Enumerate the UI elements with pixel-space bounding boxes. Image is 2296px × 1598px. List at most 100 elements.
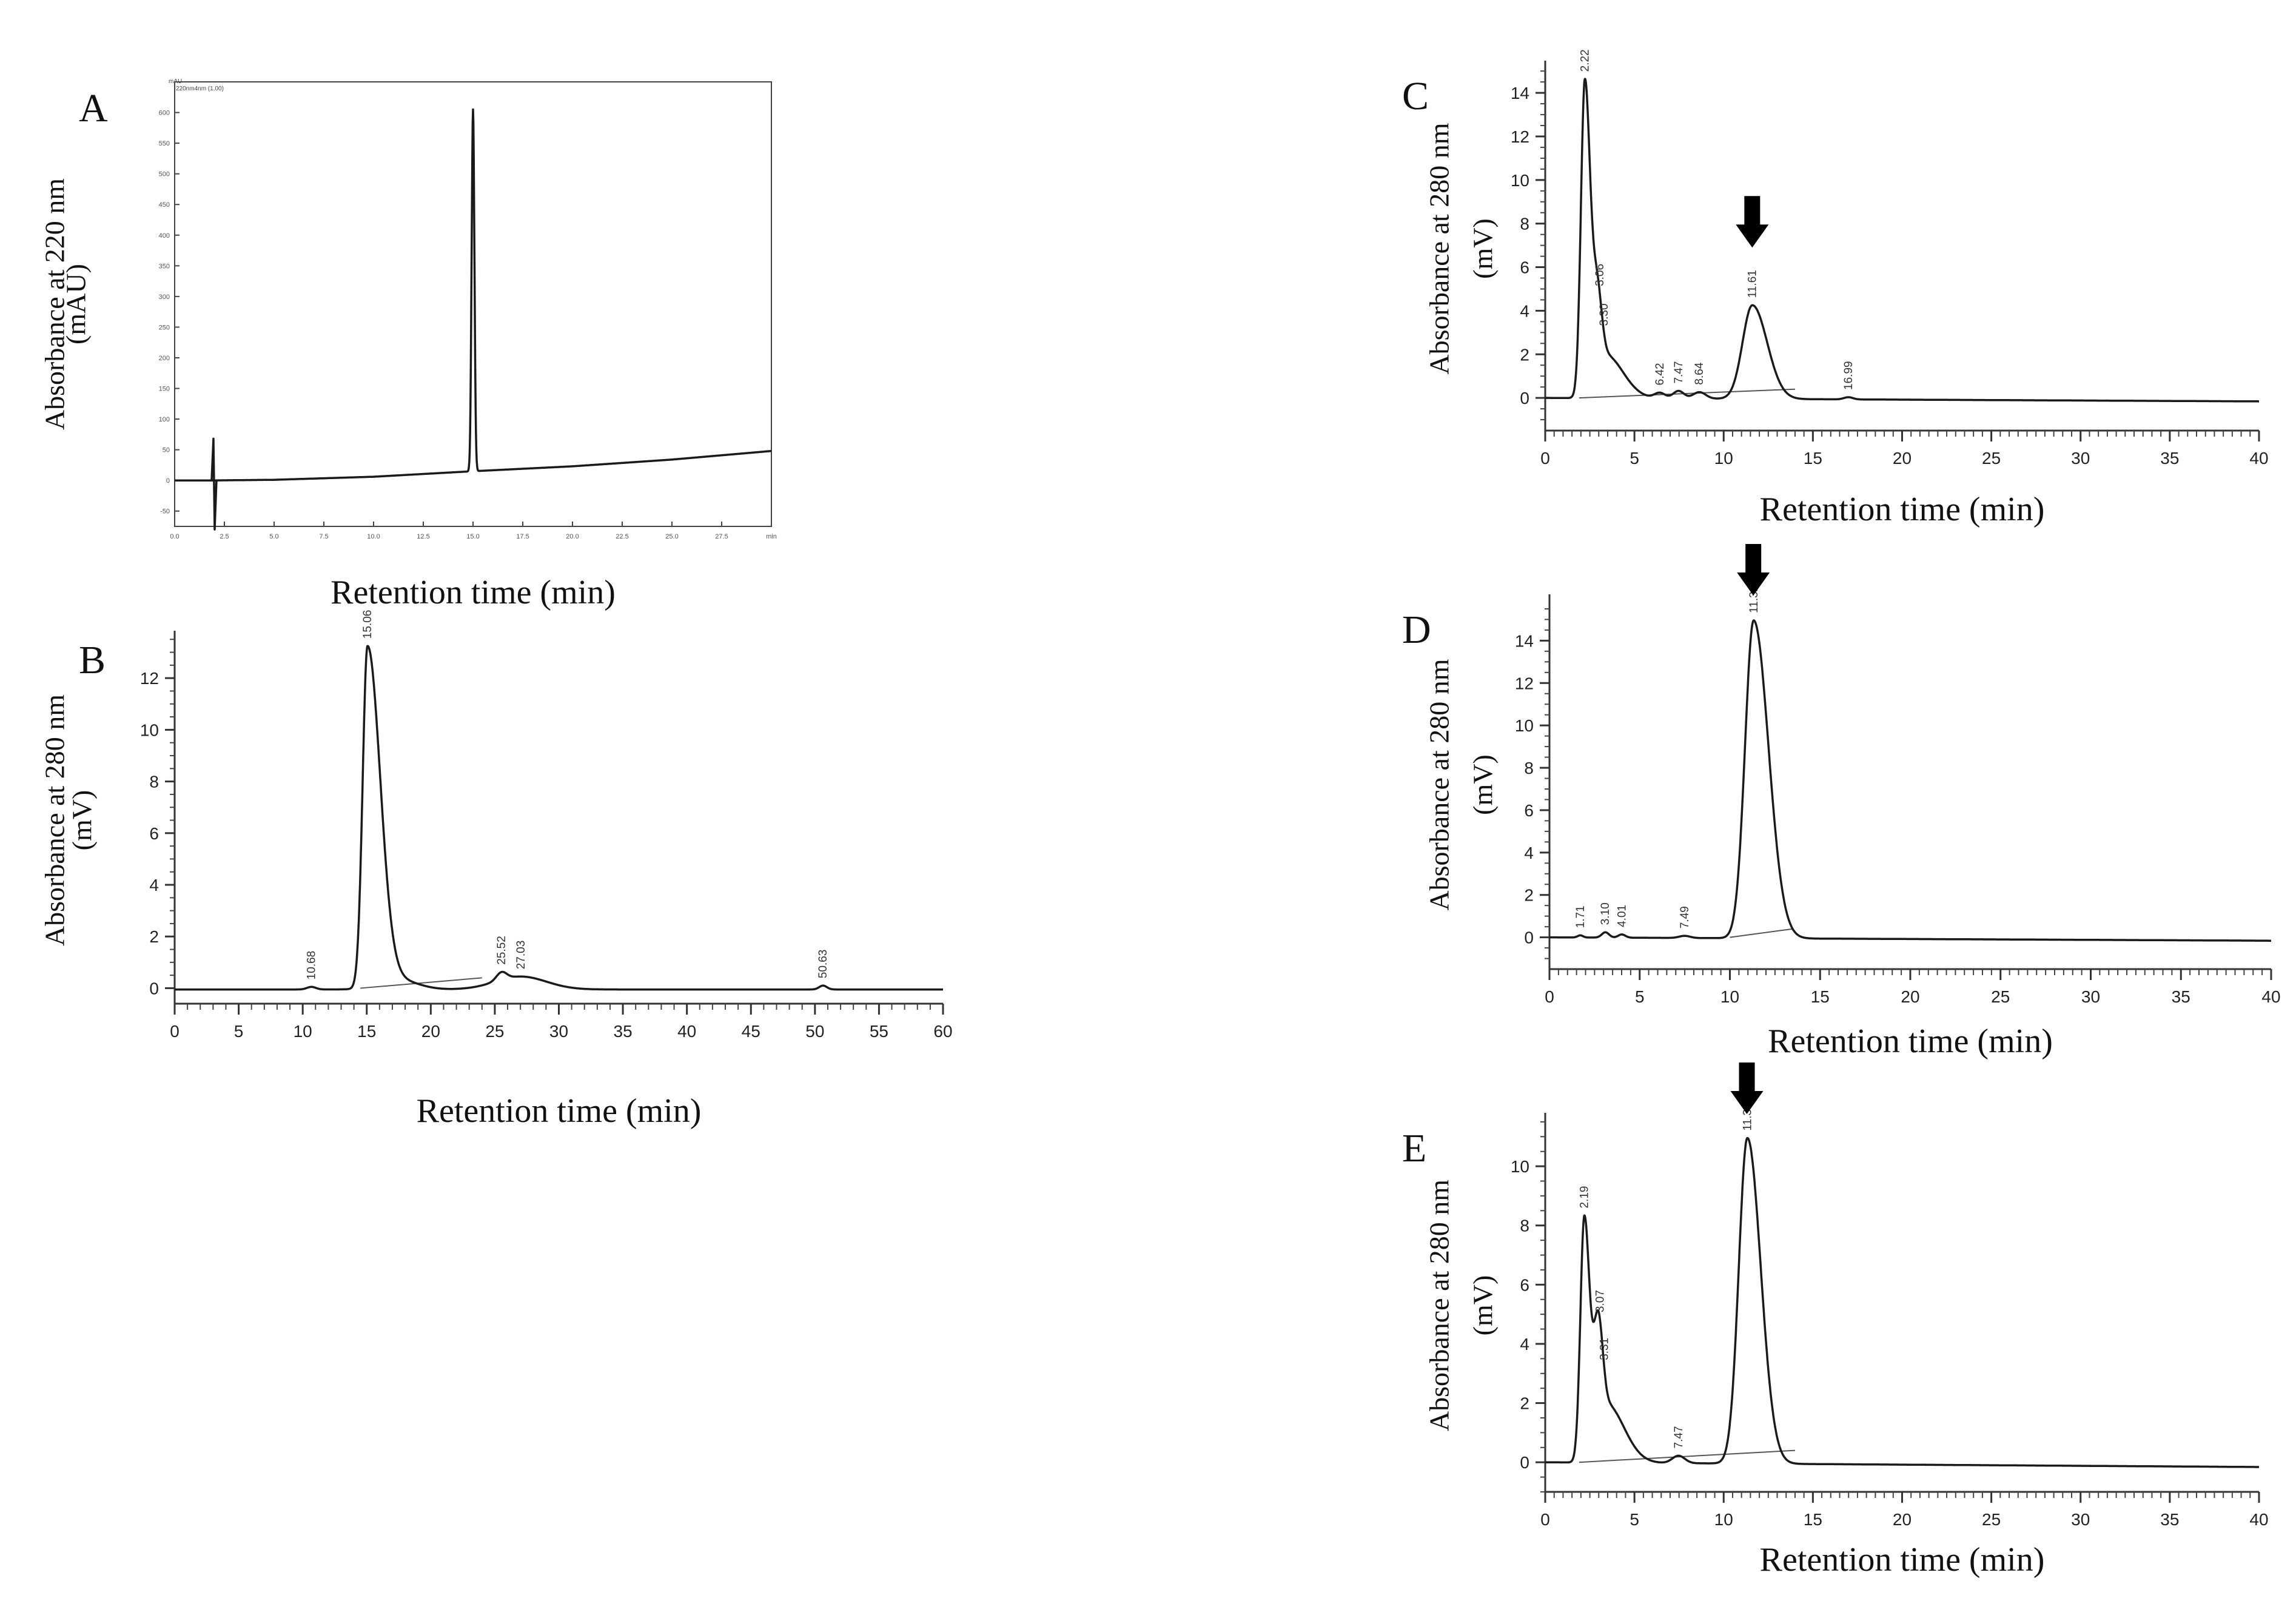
peak-label: 4.01 xyxy=(1616,905,1628,927)
y-tick-label: 200 xyxy=(159,355,170,362)
y-tick-label: 150 xyxy=(159,386,170,393)
y-tick-label: 14 xyxy=(1511,84,1529,102)
x-axis-label: Retention time (min) xyxy=(1760,491,2045,528)
x-tick-label: 5 xyxy=(234,1022,244,1041)
y-tick-label: 10 xyxy=(1515,716,1534,735)
x-tick-label: 25.0 xyxy=(665,533,678,540)
x-tick-label: min xyxy=(766,533,777,540)
y-tick-label: 2 xyxy=(149,927,159,946)
y-axis-unit: (mV) xyxy=(67,790,98,851)
y-tick-label: 4 xyxy=(1524,844,1534,862)
peak-label: 15.06 xyxy=(361,610,374,639)
x-tick-label: 30 xyxy=(2071,449,2090,468)
header-unit: mAU xyxy=(169,78,182,85)
x-tick-label: 35 xyxy=(2160,1510,2179,1529)
y-tick-label: 0 xyxy=(1524,928,1534,947)
x-tick-label: 5 xyxy=(1635,987,1645,1006)
y-tick-label: 4 xyxy=(149,876,159,895)
x-tick-label: 5 xyxy=(1630,1510,1639,1529)
y-axis-label: Absorbance at 280 nm xyxy=(39,694,70,946)
x-tick-label: 10 xyxy=(1720,987,1739,1006)
peak-label: 10.68 xyxy=(306,951,318,980)
chromatogram-trace xyxy=(1544,1136,2260,1468)
y-axis-label: Absorbance at 280 nm xyxy=(1424,123,1455,374)
peak-label: 3.06 xyxy=(1594,264,1606,286)
x-tick-label: 40 xyxy=(2261,987,2280,1006)
x-tick-label: 0.0 xyxy=(170,533,179,540)
y-tick-label: 100 xyxy=(159,416,170,423)
y-tick-label: 4 xyxy=(1520,1335,1529,1354)
peak-label: 8.64 xyxy=(1693,362,1706,384)
x-tick-label: 45 xyxy=(742,1022,760,1041)
y-tick-label: 6 xyxy=(1524,801,1534,820)
peak-arrow xyxy=(1737,544,1770,596)
peak-label: 1.71 xyxy=(1574,905,1587,928)
x-tick-label: 0 xyxy=(1545,987,1554,1006)
chart-panel-D: D Absorbance at 280 nm (mV) Retention time … xyxy=(1402,544,2281,1060)
chromatogram-trace xyxy=(173,108,773,482)
chart-panel-C: C Absorbance at 280 nm (mV) Retention time … xyxy=(1402,49,2269,528)
x-tick-label: 25 xyxy=(1982,449,2001,468)
x-tick-label: 30 xyxy=(2081,987,2100,1006)
y-tick-label: -50 xyxy=(160,508,170,515)
x-tick-label: 7.5 xyxy=(319,533,328,540)
chart-panel-B: B Absorbance at 280 nm(mV) Retention time … xyxy=(39,610,953,1130)
y-tick-label: 12 xyxy=(1515,674,1534,693)
x-tick-label: 20 xyxy=(421,1022,440,1041)
panel-letter: A xyxy=(79,86,108,130)
y-tick-label: 0 xyxy=(149,979,159,998)
panel-letter: C xyxy=(1402,74,1429,118)
y-axis-label: Absorbance at 220 nm xyxy=(39,178,70,430)
panel-letter: E xyxy=(1402,1126,1426,1170)
integration-baseline xyxy=(1730,928,1793,938)
x-tick-label: 15.0 xyxy=(466,533,479,540)
x-tick-label: 10 xyxy=(1714,1510,1733,1529)
y-tick-label: 12 xyxy=(1511,127,1529,146)
y-tick-label: 300 xyxy=(159,294,170,301)
x-tick-label: 20 xyxy=(1893,1510,1912,1529)
peak-label: 3.07 xyxy=(1594,1290,1606,1312)
x-tick-label: 20 xyxy=(1893,449,1912,468)
x-tick-label: 0 xyxy=(170,1022,180,1041)
x-axis-label: Retention time (min) xyxy=(1768,1022,2053,1060)
x-tick-label: 0 xyxy=(1540,449,1550,468)
y-tick-label: 500 xyxy=(159,171,170,178)
y-tick-label: 0 xyxy=(1520,1453,1529,1472)
x-tick-label: 35 xyxy=(2172,987,2190,1006)
x-tick-label: 12.5 xyxy=(417,533,429,540)
y-tick-label: 8 xyxy=(1520,215,1529,233)
peak-label: 7.47 xyxy=(1673,361,1685,384)
peak-label: 16.99 xyxy=(1842,361,1855,390)
x-tick-label: 10 xyxy=(1714,449,1733,468)
peak-label: 3.10 xyxy=(1599,902,1612,925)
peak-label: 7.47 xyxy=(1673,1426,1685,1448)
y-axis-label: Absorbance at 280 nm xyxy=(1424,1180,1455,1431)
x-tick-label: 25 xyxy=(485,1022,504,1041)
x-tick-label: 20.0 xyxy=(566,533,579,540)
x-axis-label: Retention time (min) xyxy=(1760,1541,2045,1579)
y-tick-label: 350 xyxy=(159,263,170,270)
y-axis-unit: (mV) xyxy=(1468,218,1499,279)
y-tick-label: 4 xyxy=(1520,301,1529,320)
x-tick-label: 5 xyxy=(1630,449,1639,468)
chart-panel-A: A Absorbance at 220 nm(mAU) Retention time… xyxy=(39,78,777,611)
peak-arrow xyxy=(1730,1063,1764,1114)
y-tick-label: 450 xyxy=(159,201,170,209)
injection-spike xyxy=(210,437,218,531)
y-tick-label: 8 xyxy=(149,773,159,791)
x-tick-label: 25 xyxy=(1991,987,2010,1006)
y-tick-label: 12 xyxy=(140,669,159,688)
y-tick-label: 0 xyxy=(166,477,170,485)
x-tick-label: 0 xyxy=(1540,1510,1550,1529)
x-tick-label: 40 xyxy=(2249,1510,2268,1529)
y-axis-unit: (mAU) xyxy=(61,264,92,344)
y-tick-label: 8 xyxy=(1524,759,1534,777)
x-tick-label: 30 xyxy=(549,1022,568,1041)
x-tick-label: 10 xyxy=(294,1022,312,1041)
integration-baseline xyxy=(360,977,482,989)
x-tick-label: 50 xyxy=(805,1022,824,1041)
y-tick-label: 250 xyxy=(159,324,170,331)
x-tick-label: 15 xyxy=(357,1022,376,1041)
y-tick-label: 8 xyxy=(1520,1217,1529,1235)
